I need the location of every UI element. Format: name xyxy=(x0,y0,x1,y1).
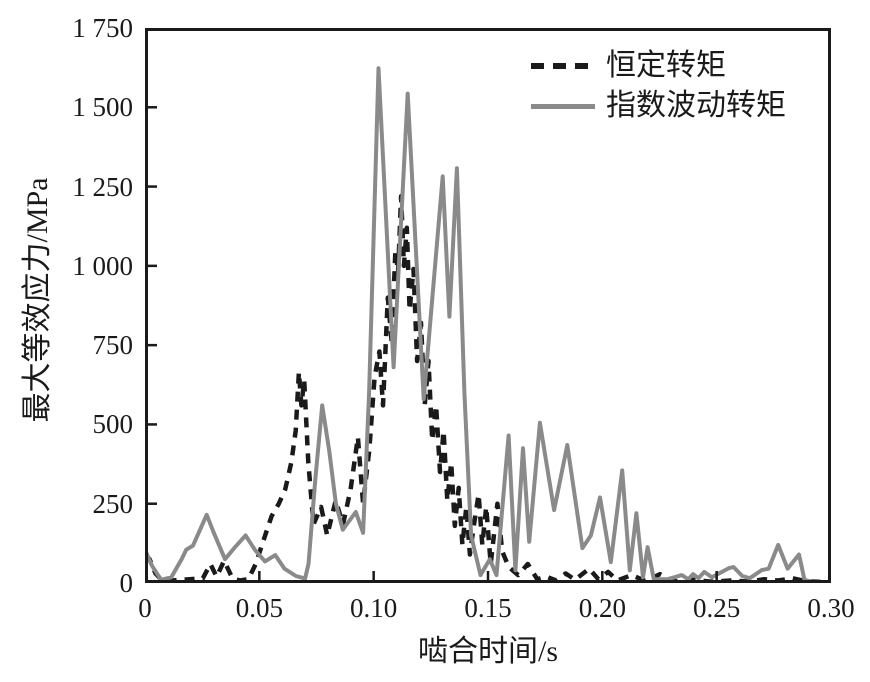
x-tick-label: 0.15 xyxy=(464,593,512,623)
y-tick-label: 1 500 xyxy=(72,92,133,123)
y-tick-label: 250 xyxy=(92,488,134,519)
legend-label-constant-torque: 恒定转矩 xyxy=(606,49,726,82)
solid-line-swatch xyxy=(531,103,595,109)
y-tick-label: 1 750 xyxy=(72,13,133,43)
x-tick-label: 0.30 xyxy=(807,593,855,623)
y-tick-label: 1 000 xyxy=(72,250,133,281)
y-tick-label: 500 xyxy=(92,409,134,440)
legend: 恒定转矩 指数波动转矩 xyxy=(531,46,786,126)
y-tick-label: 1 250 xyxy=(72,171,133,202)
y-tick-label: 0 xyxy=(119,568,134,598)
x-tick-label: 0.25 xyxy=(693,593,741,623)
legend-item-constant-torque: 恒定转矩 xyxy=(531,46,786,86)
plot-frame xyxy=(145,28,831,583)
legend-item-exponential-torque: 指数波动转矩 xyxy=(531,86,786,126)
x-tick-label: 0.20 xyxy=(578,593,626,623)
constant-torque-curve xyxy=(145,193,827,583)
exponential-torque-curve xyxy=(145,66,831,583)
plot-canvas xyxy=(145,28,831,583)
dashed-line-swatch xyxy=(531,63,595,69)
x-axis-title: 啮合时间/s xyxy=(417,635,558,668)
plot-area xyxy=(145,28,831,583)
y-axis-title-text: 最大等效应力/MPa xyxy=(21,177,54,423)
y-tick-label: 750 xyxy=(92,330,134,361)
legend-label-exponential-torque: 指数波动转矩 xyxy=(606,89,786,122)
x-tick-label: 0 xyxy=(138,593,152,623)
x-tick-label: 0.05 xyxy=(235,593,283,623)
x-tick-label: 0.10 xyxy=(350,593,398,623)
